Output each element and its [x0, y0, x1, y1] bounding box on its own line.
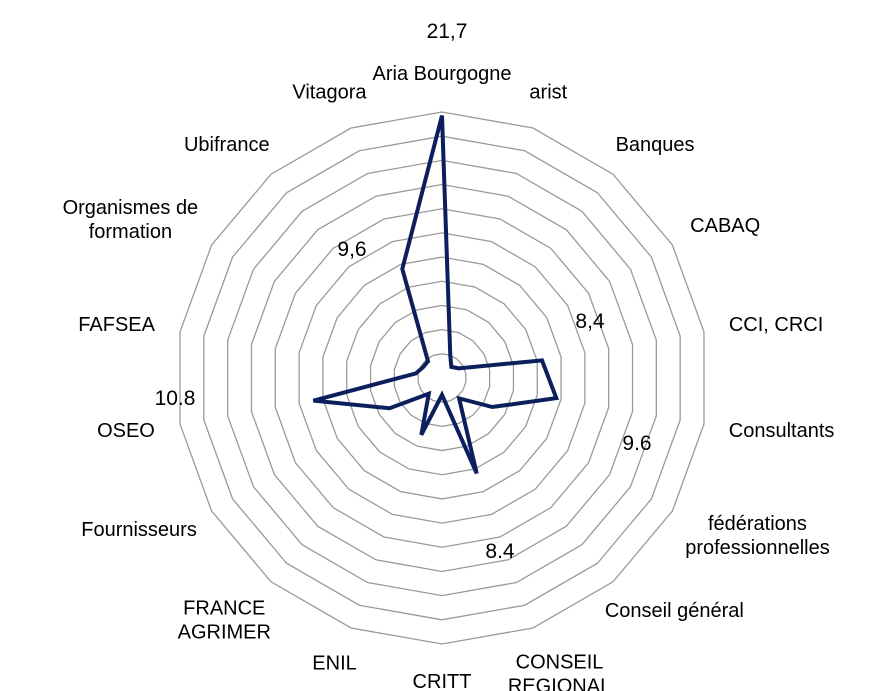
category-label: Fournisseurs [81, 519, 197, 541]
grid-ring [298, 232, 586, 524]
value-label: 10.8 [154, 387, 196, 410]
data-line [312, 115, 560, 475]
category-label: Organismes de formation [62, 197, 199, 243]
category-label: Aria Bourgogne [372, 63, 512, 85]
category-label: FAFSEA [78, 314, 156, 337]
category-label: ENIL [312, 652, 357, 675]
category-label: CABAQ [690, 215, 761, 237]
value-label: 9.6 [622, 432, 652, 455]
value-label: 9,6 [337, 238, 367, 261]
value-label: 8,4 [575, 310, 605, 333]
category-label: CONSEIL REGIONAL [507, 651, 612, 691]
grid-ring [203, 135, 681, 621]
grid-ring [369, 304, 515, 452]
category-label: OSEO [97, 419, 155, 442]
grid-ring [417, 353, 467, 403]
category-label: Conseil général [604, 599, 744, 622]
category-label: CCI, CRCI [728, 314, 824, 337]
value-label: 21,7 [426, 20, 468, 43]
category-label: FRANCE AGRIMER [177, 597, 271, 644]
grid-ring [227, 159, 657, 597]
category-label: fédérations professionnelles [685, 513, 830, 559]
category-label: CRITT [412, 671, 472, 691]
category-label: Banques [615, 134, 695, 157]
category-label: Ubifrance [183, 134, 270, 157]
category-label: Consultants [728, 419, 835, 442]
category-label: Vitagora [292, 81, 367, 104]
grid-ring [274, 208, 610, 548]
grid-ring [346, 280, 538, 476]
value-label: 8.4 [485, 540, 515, 563]
grid-ring [250, 183, 634, 573]
grid-ring [179, 111, 705, 645]
category-label: arist [529, 81, 568, 104]
grid-ring [322, 256, 562, 500]
grid-ring [393, 328, 491, 428]
